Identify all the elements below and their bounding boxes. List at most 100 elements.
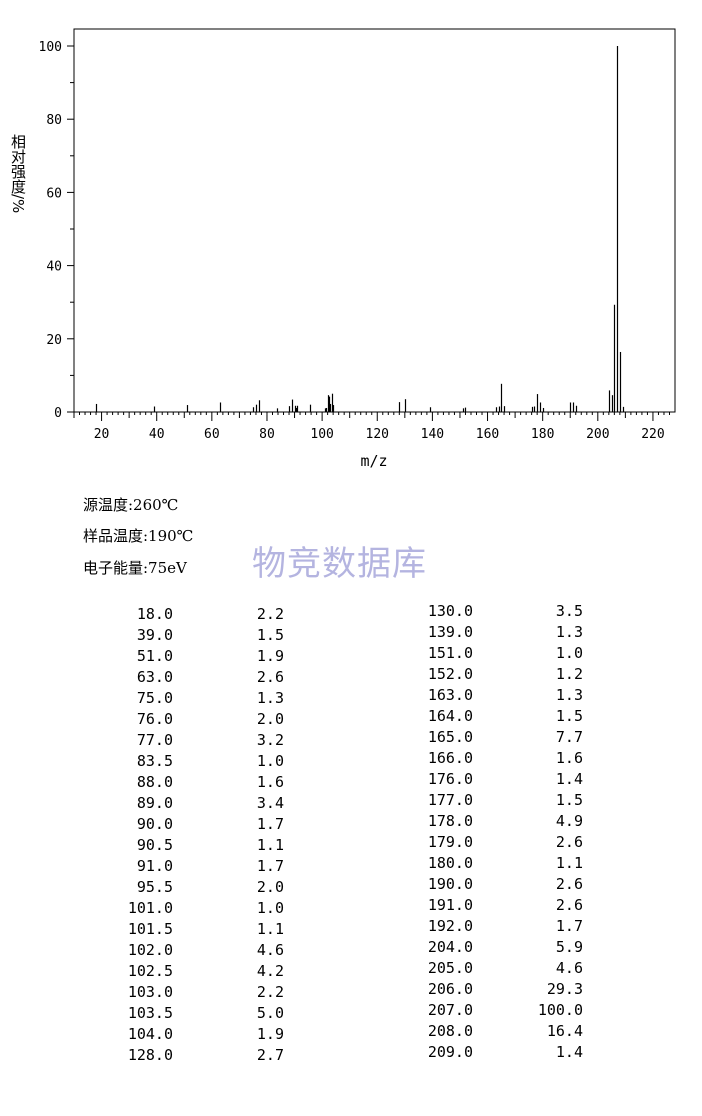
y-tick-label: 0 — [54, 406, 62, 421]
table-row: 102.5 4.2 — [0, 961, 702, 982]
abundance-value: 7.7 — [555, 728, 583, 746]
y-tick-label: 60 — [46, 186, 62, 201]
x-axis-label: m/z — [360, 452, 387, 470]
abundance-value: 2.0 — [256, 710, 284, 728]
y-tick-label: 80 — [46, 113, 62, 128]
x-tick-label: 20 — [94, 427, 110, 442]
abundance-value: 2.6 — [555, 896, 583, 914]
mz-value: 102.0 — [127, 941, 173, 959]
mz-value: 209.0 — [427, 1043, 473, 1061]
table-row: 90.5 1.1 — [0, 835, 702, 856]
y-tick-label: 20 — [46, 333, 62, 348]
abundance-value: 1.9 — [256, 647, 284, 665]
mz-value: 207.0 — [427, 1001, 473, 1019]
mz-value: 151.0 — [427, 644, 473, 662]
abundance-value: 2.7 — [256, 1046, 284, 1064]
mz-value: 103.5 — [127, 1004, 173, 1022]
abundance-value: 3.4 — [256, 794, 284, 812]
table-row: 95.5 2.0 — [0, 877, 702, 898]
mz-value: 91.0 — [136, 857, 173, 875]
mz-value: 101.0 — [127, 899, 173, 917]
mz-value: 164.0 — [427, 707, 473, 725]
mz-value: 190.0 — [427, 875, 473, 893]
abundance-value: 1.0 — [256, 899, 284, 917]
abundance-value: 1.6 — [555, 749, 583, 767]
mz-value: 102.5 — [127, 962, 173, 980]
mz-value: 178.0 — [427, 812, 473, 830]
abundance-value: 5.0 — [256, 1004, 284, 1022]
abundance-value: 1.3 — [555, 623, 583, 641]
abundance-value: 1.1 — [256, 920, 284, 938]
source-temperature: 源温度:260℃ — [83, 496, 179, 514]
y-tick-label: 100 — [39, 40, 62, 55]
watermark: 物竞数据库 — [252, 544, 427, 584]
abundance-value: 1.7 — [256, 857, 284, 875]
sample-temperature: 样品温度:190℃ — [83, 527, 194, 545]
table-row: 165.0 7.7 — [0, 727, 702, 748]
mz-value: 90.0 — [136, 815, 173, 833]
x-tick-label: 220 — [641, 427, 664, 442]
mz-value: 75.0 — [136, 689, 173, 707]
mz-value: 77.0 — [136, 731, 173, 749]
abundance-value: 100.0 — [537, 1001, 583, 1019]
table-row: 166.0 1.6 — [0, 748, 702, 769]
abundance-value: 1.7 — [256, 815, 284, 833]
mz-value: 192.0 — [427, 917, 473, 935]
abundance-value: 1.4 — [555, 770, 583, 788]
mz-value: 165.0 — [427, 728, 473, 746]
abundance-value: 2.2 — [256, 983, 284, 1001]
mz-value: 63.0 — [136, 668, 173, 686]
table-row: 192.0 1.7 — [0, 916, 702, 937]
abundance-value: 1.2 — [555, 665, 583, 683]
mz-value: 104.0 — [127, 1025, 173, 1043]
table-row: 91.0 1.7 — [0, 856, 702, 877]
plot-frame — [73, 28, 676, 413]
table-row: 101.5 1.1 — [0, 919, 702, 940]
mz-value: 152.0 — [427, 665, 473, 683]
table-row: 176.0 1.4 — [0, 769, 702, 790]
mz-value: 205.0 — [427, 959, 473, 977]
electron-energy: 电子能量:75eV — [83, 559, 187, 577]
y-tick-label: 40 — [46, 260, 62, 275]
abundance-value: 2.6 — [256, 668, 284, 686]
mz-value: 191.0 — [427, 896, 473, 914]
table-row: 90.0 1.7 — [0, 814, 702, 835]
mz-value: 51.0 — [136, 647, 173, 665]
abundance-value: 2.6 — [555, 833, 583, 851]
table-row: 152.0 1.2 — [0, 664, 702, 685]
table-row: 103.5 5.0 — [0, 1003, 702, 1024]
abundance-value: 2.2 — [256, 605, 284, 623]
table-row: 39.0 1.5 — [0, 625, 702, 646]
abundance-value: 1.4 — [555, 1043, 583, 1061]
abundance-value: 4.6 — [256, 941, 284, 959]
x-tick-label: 180 — [531, 427, 554, 442]
mz-value: 163.0 — [427, 686, 473, 704]
table-row: 204.0 5.9 — [0, 937, 702, 958]
table-row: 178.0 4.9 — [0, 811, 702, 832]
table-row: 164.0 1.5 — [0, 706, 702, 727]
mz-value: 176.0 — [427, 770, 473, 788]
abundance-value: 16.4 — [546, 1022, 583, 1040]
abundance-value: 1.5 — [555, 791, 583, 809]
table-row: 103.0 2.2 — [0, 982, 702, 1003]
mz-value: 128.0 — [127, 1046, 173, 1064]
mz-value: 139.0 — [427, 623, 473, 641]
abundance-value: 1.0 — [555, 644, 583, 662]
mz-value: 204.0 — [427, 938, 473, 956]
abundance-value: 3.5 — [555, 602, 583, 620]
abundance-value: 5.9 — [555, 938, 583, 956]
abundance-value: 4.2 — [256, 962, 284, 980]
abundance-value: 1.3 — [555, 686, 583, 704]
table-row: 75.0 1.3 — [0, 688, 702, 709]
mz-value: 166.0 — [427, 749, 473, 767]
table-row: 207.0 100.0 — [0, 1000, 702, 1021]
x-tick-label: 60 — [204, 427, 220, 442]
table-row: 206.0 29.3 — [0, 979, 702, 1000]
table-row: 151.0 1.0 — [0, 643, 702, 664]
y-axis: 0 20 40 60 80 100 — [39, 40, 74, 421]
abundance-value: 1.0 — [256, 752, 284, 770]
table-row: 83.5 1.0 — [0, 751, 702, 772]
mz-value: 90.5 — [136, 836, 173, 854]
abundance-value: 1.1 — [256, 836, 284, 854]
abundance-value: 1.9 — [256, 1025, 284, 1043]
